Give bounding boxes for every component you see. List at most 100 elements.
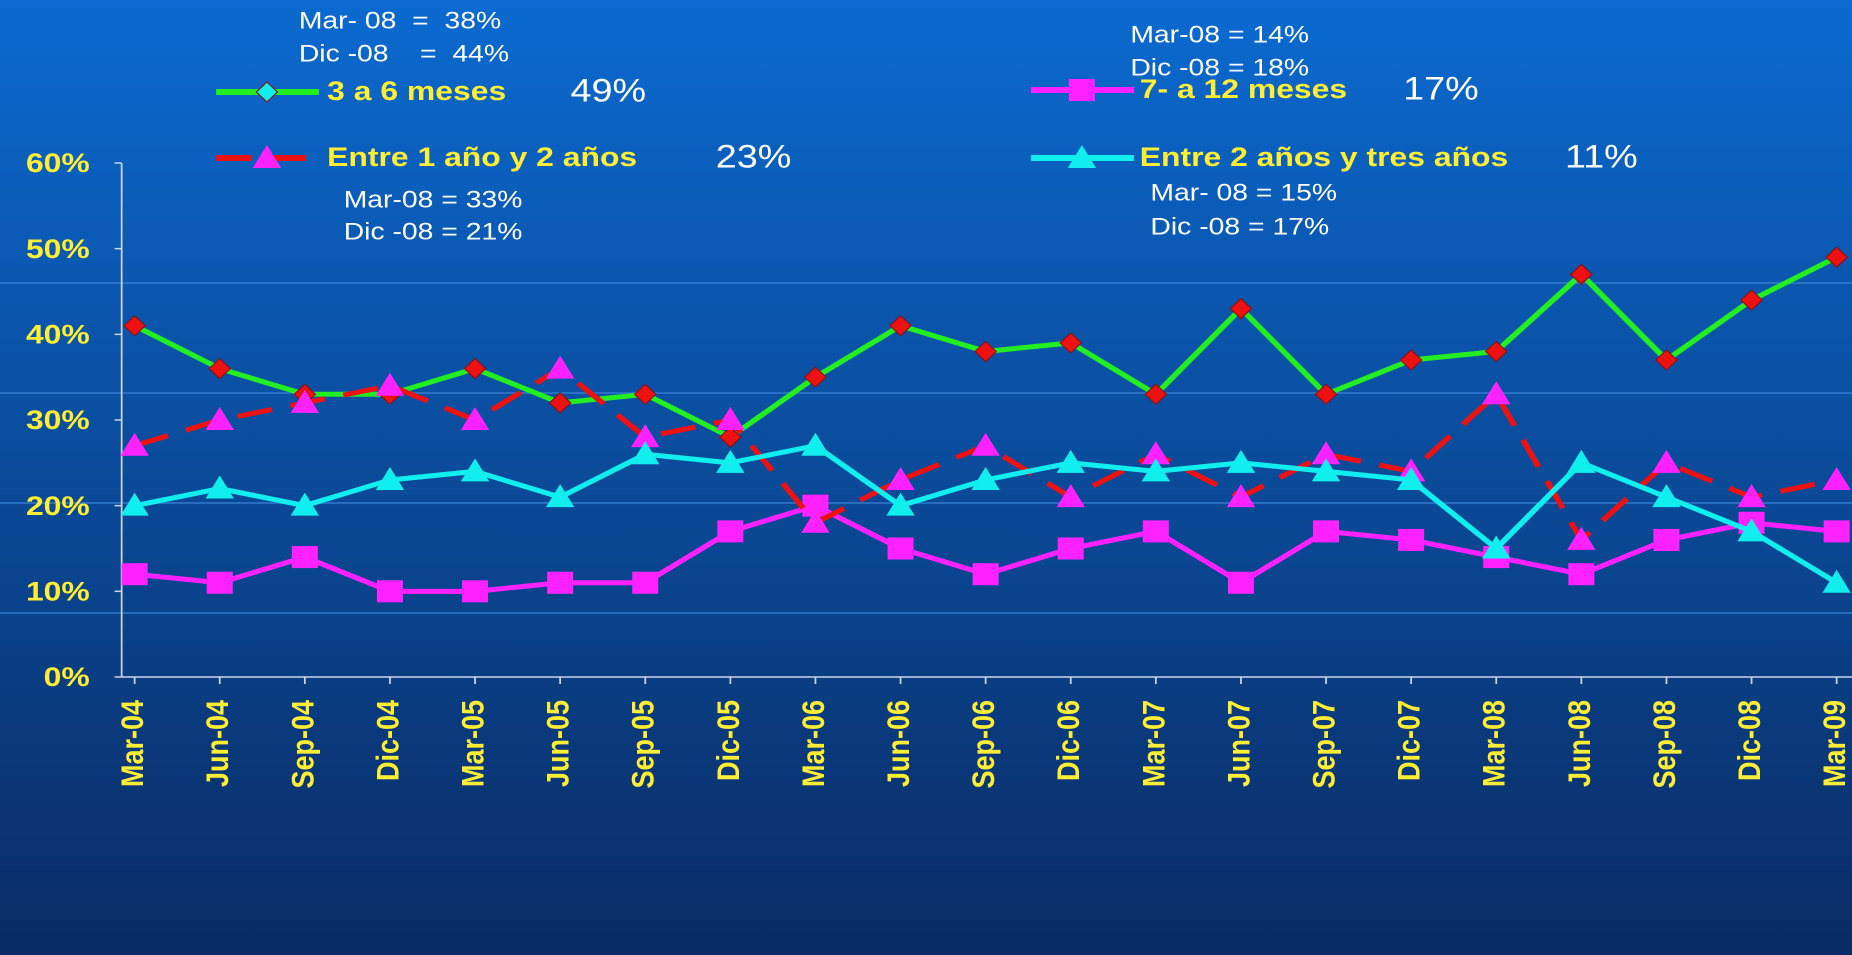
marker — [716, 407, 745, 430]
x-tick-label: Mar-08 — [1477, 700, 1513, 787]
marker — [1737, 518, 1766, 542]
marker — [375, 372, 405, 396]
marker — [1311, 458, 1341, 482]
x-tick-label: Dic-08 — [1732, 700, 1768, 781]
marker — [205, 475, 234, 499]
marker — [1142, 520, 1169, 543]
legend-marker — [252, 145, 282, 168]
marker — [121, 563, 148, 586]
marker — [460, 407, 490, 430]
x-tick-label: Jun-07 — [1221, 700, 1257, 787]
marker — [1144, 383, 1168, 406]
marker — [463, 357, 487, 380]
marker — [801, 432, 830, 456]
legend-value: 49% — [570, 73, 646, 109]
legend-marker — [1067, 145, 1097, 168]
x-tick-label: Sep-08 — [1647, 700, 1683, 788]
marker — [547, 571, 574, 594]
x-tick-label: Sep-07 — [1306, 700, 1342, 788]
y-tick-label: 0% — [44, 662, 90, 692]
x-tick-label: Mar-07 — [1136, 700, 1172, 787]
marker — [1652, 449, 1681, 473]
annotation: Mar-08 = 14% — [1130, 20, 1309, 47]
y-tick-label: 10% — [26, 577, 90, 607]
annotation: Dic -08 = 18% — [1130, 53, 1309, 80]
marker — [971, 466, 1000, 490]
marker — [1652, 484, 1681, 508]
legend-value: 17% — [1403, 71, 1479, 107]
marker — [886, 492, 915, 516]
marker — [972, 563, 999, 586]
marker — [120, 492, 149, 516]
x-tick-label: Mar-04 — [115, 699, 151, 787]
marker — [123, 315, 147, 337]
x-tick-label: Jun-05 — [541, 700, 577, 787]
marker — [545, 355, 575, 379]
marker — [716, 449, 745, 473]
marker — [1567, 526, 1596, 550]
marker — [886, 466, 915, 490]
legend-value: 11% — [1565, 139, 1638, 175]
legend-label: Entre 2 años y tres años — [1140, 142, 1508, 172]
marker — [718, 426, 742, 448]
legend-marker — [1068, 79, 1095, 101]
marker — [1141, 441, 1171, 465]
marker — [1825, 246, 1849, 268]
x-tick-label: Sep-06 — [966, 700, 1002, 788]
legend-label: Entre 1 año y 2 años — [327, 142, 637, 172]
marker — [1057, 537, 1084, 560]
legend-label: 3 a 6 meses — [327, 76, 506, 106]
x-tick-label: Mar-05 — [455, 700, 491, 787]
x-tick-label: Sep-04 — [285, 699, 321, 788]
marker — [1653, 528, 1680, 551]
marker — [889, 315, 912, 337]
marker — [206, 571, 233, 594]
x-tick-label: Mar-06 — [796, 700, 832, 787]
annotation: Dic -08 = 21% — [344, 217, 523, 244]
marker — [1569, 263, 1593, 286]
marker — [717, 520, 744, 543]
marker — [631, 441, 660, 465]
marker — [460, 458, 490, 482]
marker — [291, 546, 318, 569]
marker — [1141, 458, 1171, 482]
legend-marker — [255, 81, 279, 103]
marker — [1740, 289, 1763, 311]
y-tick-label: 60% — [26, 148, 90, 178]
x-tick-label: Dic-07 — [1391, 700, 1427, 781]
marker — [1567, 449, 1596, 473]
marker — [1399, 349, 1423, 371]
marker — [1056, 449, 1085, 473]
y-tick-label: 30% — [26, 405, 90, 435]
marker — [1398, 528, 1425, 551]
marker — [1226, 484, 1256, 508]
annotation: Mar- 08 = 15% — [1150, 178, 1337, 205]
x-tick-label: Dic-04 — [370, 699, 406, 781]
marker — [1484, 340, 1508, 363]
marker — [974, 340, 998, 363]
x-tick-label: Mar-09 — [1817, 700, 1852, 787]
x-tick-label: Jun-08 — [1562, 700, 1598, 787]
y-tick-label: 50% — [26, 234, 90, 264]
marker — [1396, 466, 1426, 490]
marker — [1229, 297, 1253, 320]
x-tick-label: Jun-04 — [200, 699, 236, 787]
legend-label: 7- a 12 meses — [1140, 74, 1347, 104]
marker — [375, 466, 405, 490]
marker — [802, 494, 829, 517]
marker — [801, 509, 830, 533]
marker — [1737, 484, 1766, 508]
annotation: Dic -08 = 44% — [299, 39, 509, 66]
marker — [804, 366, 827, 388]
marker — [290, 492, 320, 516]
series — [121, 494, 1850, 603]
marker — [1314, 383, 1338, 406]
marker — [1823, 520, 1850, 543]
marker — [1311, 441, 1341, 465]
marker — [376, 580, 403, 603]
marker — [1226, 449, 1256, 473]
y-tick-label: 20% — [26, 491, 90, 521]
